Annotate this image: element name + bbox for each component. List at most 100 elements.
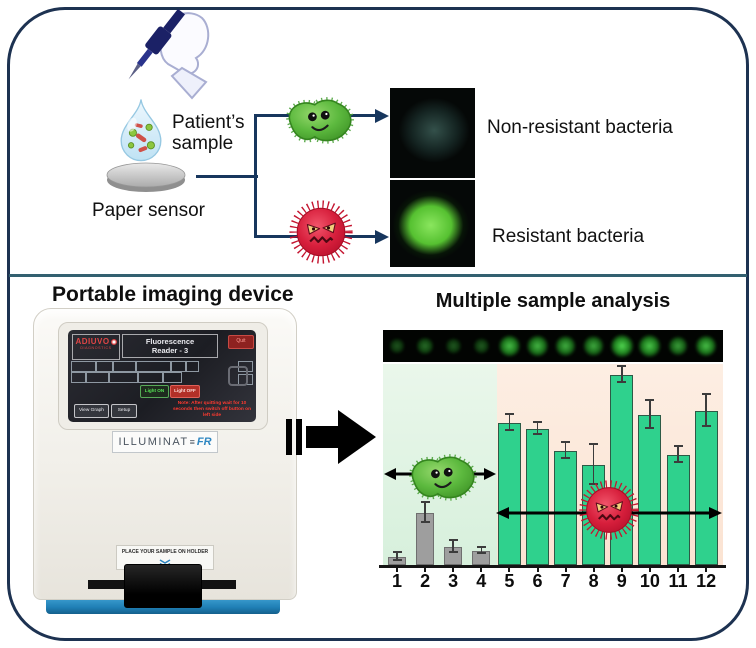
sample-holder-slot bbox=[124, 564, 202, 608]
error-bar-cap bbox=[673, 461, 683, 463]
sample-spot bbox=[472, 337, 490, 355]
sample-spot bbox=[694, 334, 718, 358]
error-bar-cap bbox=[561, 457, 571, 459]
green-bacteria-chart-icon bbox=[400, 449, 482, 505]
resistant-fluorescence-image bbox=[390, 180, 475, 267]
bar-sample-12 bbox=[694, 411, 718, 565]
sample-spot bbox=[388, 337, 406, 355]
error-bar bbox=[452, 541, 454, 553]
x-axis-label: 8 bbox=[588, 571, 599, 591]
camera-target-icon bbox=[228, 366, 248, 386]
error-bar-cap bbox=[617, 365, 627, 367]
error-bar-cap bbox=[504, 429, 514, 431]
light-on-button: Light ON bbox=[140, 385, 169, 398]
error-bar bbox=[621, 367, 623, 383]
x-axis-label: 6 bbox=[532, 571, 543, 591]
error-bar bbox=[592, 445, 595, 485]
error-bar bbox=[536, 423, 539, 435]
x-axis-label: 10 bbox=[639, 571, 660, 591]
sample-spot-strip bbox=[383, 330, 723, 362]
paper-sensor-label: Paper sensor bbox=[92, 200, 206, 221]
sample-spot bbox=[638, 334, 662, 358]
bar-sample-5 bbox=[497, 423, 521, 565]
error-bar-cap bbox=[617, 381, 627, 383]
adiuvo-logo-mark-icon bbox=[110, 338, 117, 345]
error-bar-cap bbox=[392, 559, 402, 561]
axis-tick bbox=[424, 568, 427, 572]
error-bar-cap bbox=[420, 501, 430, 503]
error-bar-cap bbox=[476, 552, 486, 554]
x-axis-label: 2 bbox=[420, 571, 431, 591]
error-bar-cap bbox=[476, 546, 486, 548]
sample-spot bbox=[444, 337, 462, 355]
sample-spot bbox=[416, 337, 435, 355]
error-bar-cap bbox=[448, 539, 458, 541]
sample-drop-icon bbox=[120, 99, 162, 162]
error-bar-cap bbox=[645, 427, 655, 429]
axis-tick bbox=[705, 568, 708, 572]
screen-warning-text: Note: After quitting wait for 10 seconds… bbox=[172, 401, 252, 418]
chart-title: Multiple sample analysis bbox=[435, 290, 671, 312]
non-resistant-label: Non-resistant bacteria bbox=[487, 117, 673, 138]
error-bar bbox=[564, 443, 567, 459]
quit-button: Quit bbox=[228, 335, 254, 349]
x-axis-label: 4 bbox=[476, 571, 487, 591]
error-bar-cap bbox=[589, 483, 599, 485]
error-bar-cap bbox=[561, 441, 571, 443]
axis-tick bbox=[536, 568, 539, 572]
device-screen: ADIUVO DIAGNOSTICS Fluorescence Reader -… bbox=[68, 330, 256, 422]
setup-button: Setup bbox=[111, 404, 137, 418]
device-title: Portable imaging device bbox=[52, 283, 294, 306]
screen-table-row bbox=[71, 361, 199, 372]
axis-tick bbox=[620, 568, 623, 572]
error-bar bbox=[705, 395, 707, 427]
flow-line-horizontal bbox=[196, 175, 258, 178]
x-axis-label: 9 bbox=[616, 571, 627, 591]
axis-tick bbox=[508, 568, 511, 572]
sample-spot bbox=[498, 334, 521, 358]
error-bar-cap bbox=[589, 443, 599, 445]
x-axis-label: 3 bbox=[448, 571, 459, 591]
sample-spot bbox=[609, 334, 634, 358]
bar-plot bbox=[383, 364, 723, 565]
error-bar bbox=[424, 503, 426, 523]
red-bacteria-icon bbox=[287, 198, 355, 266]
sample-spot bbox=[667, 335, 689, 357]
patients-sample-label: Patient’s sample bbox=[172, 112, 245, 154]
arrow-to-resistant-icon bbox=[375, 229, 389, 244]
error-bar-cap bbox=[645, 399, 655, 401]
resistant-label: Resistant bacteria bbox=[492, 226, 645, 247]
bar-sample-10 bbox=[638, 415, 662, 565]
error-bar bbox=[508, 415, 511, 431]
transfer-arrow-icon bbox=[286, 410, 376, 464]
screen-table-row bbox=[71, 372, 182, 383]
pipette-hand-icon bbox=[128, 8, 210, 100]
x-axis-labels: 1 2 3 4 5 6 7 8 9 10 11 12 bbox=[383, 568, 727, 596]
sample-spot bbox=[526, 334, 549, 358]
arrow-to-nonresistant-icon bbox=[375, 108, 389, 123]
x-axis-label: 5 bbox=[504, 571, 515, 591]
paper-sensor-icon bbox=[106, 162, 186, 192]
sample-spot bbox=[554, 335, 577, 357]
error-bar bbox=[396, 553, 398, 561]
holder-rail bbox=[198, 580, 236, 589]
holder-rail bbox=[88, 580, 128, 589]
error-bar bbox=[649, 401, 651, 429]
figure-border bbox=[7, 7, 749, 641]
illuminate-logo-mark-icon: ≡ bbox=[189, 437, 195, 447]
adiuvo-logo: ADIUVO DIAGNOSTICS bbox=[72, 334, 120, 360]
nonresistant-fluorescence-image bbox=[390, 88, 475, 178]
green-bacteria-icon bbox=[276, 92, 360, 148]
x-axis-label: 7 bbox=[560, 571, 571, 591]
error-bar-cap bbox=[533, 421, 542, 423]
error-bar-cap bbox=[701, 393, 711, 395]
error-bar-cap bbox=[533, 433, 542, 435]
x-axis-label: 1 bbox=[391, 571, 402, 591]
red-bacteria-chart-icon bbox=[577, 477, 641, 543]
x-axis-label: 12 bbox=[696, 571, 717, 591]
axis-tick bbox=[677, 568, 679, 572]
error-bar-cap bbox=[448, 551, 458, 553]
flow-line-vertical bbox=[254, 114, 257, 238]
axis-tick bbox=[480, 568, 483, 572]
